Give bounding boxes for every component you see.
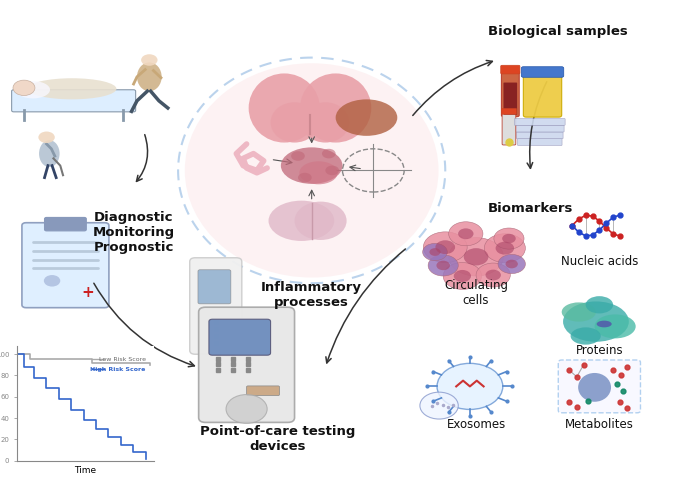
Text: Nucleic acids: Nucleic acids (561, 255, 638, 268)
Ellipse shape (27, 78, 116, 99)
Text: Exosomes: Exosomes (447, 418, 506, 432)
Circle shape (443, 263, 482, 289)
Ellipse shape (185, 63, 438, 277)
FancyBboxPatch shape (521, 67, 564, 77)
Ellipse shape (38, 132, 55, 143)
Text: Circulating
cells: Circulating cells (444, 279, 508, 307)
Circle shape (13, 80, 35, 96)
FancyBboxPatch shape (517, 139, 562, 145)
Ellipse shape (281, 147, 342, 184)
Text: +: + (82, 285, 94, 300)
FancyBboxPatch shape (209, 319, 271, 355)
Text: Biological samples: Biological samples (488, 24, 628, 38)
FancyBboxPatch shape (501, 108, 516, 114)
FancyBboxPatch shape (501, 71, 519, 117)
Ellipse shape (141, 54, 158, 66)
Circle shape (486, 270, 501, 280)
Ellipse shape (137, 62, 162, 91)
FancyBboxPatch shape (22, 223, 109, 308)
FancyBboxPatch shape (501, 65, 520, 74)
Ellipse shape (16, 81, 50, 98)
Ellipse shape (300, 73, 371, 143)
Ellipse shape (39, 140, 60, 167)
FancyBboxPatch shape (558, 360, 640, 413)
Circle shape (464, 248, 488, 265)
Text: Low Risk Score: Low Risk Score (99, 357, 146, 362)
Circle shape (476, 263, 510, 287)
Text: Biomarkers: Biomarkers (488, 202, 573, 216)
Text: Proteins: Proteins (575, 344, 623, 357)
Ellipse shape (301, 102, 349, 143)
Ellipse shape (269, 201, 334, 241)
Circle shape (423, 232, 467, 263)
Circle shape (458, 228, 473, 239)
Ellipse shape (249, 73, 320, 143)
Text: Point-of-care testing
devices: Point-of-care testing devices (200, 425, 355, 453)
Ellipse shape (44, 275, 60, 287)
FancyBboxPatch shape (190, 258, 242, 354)
Ellipse shape (291, 151, 305, 161)
FancyBboxPatch shape (199, 307, 295, 422)
Circle shape (449, 222, 483, 246)
FancyBboxPatch shape (503, 83, 517, 115)
Ellipse shape (295, 202, 347, 240)
FancyBboxPatch shape (502, 112, 516, 145)
Circle shape (436, 261, 450, 270)
Ellipse shape (586, 296, 613, 313)
Circle shape (226, 395, 267, 423)
FancyBboxPatch shape (45, 217, 86, 231)
Text: High Risk Score: High Risk Score (90, 367, 146, 372)
Circle shape (436, 240, 455, 254)
Circle shape (484, 234, 525, 263)
Circle shape (449, 238, 503, 276)
X-axis label: Time: Time (75, 467, 97, 475)
Ellipse shape (271, 102, 319, 143)
Ellipse shape (578, 373, 611, 402)
Circle shape (495, 241, 514, 254)
Ellipse shape (597, 321, 612, 327)
Ellipse shape (595, 314, 636, 338)
Circle shape (437, 363, 503, 409)
Circle shape (423, 243, 447, 261)
Ellipse shape (298, 173, 312, 182)
FancyBboxPatch shape (514, 119, 565, 125)
Ellipse shape (571, 327, 601, 345)
FancyBboxPatch shape (516, 132, 563, 139)
FancyBboxPatch shape (515, 125, 564, 132)
Ellipse shape (322, 149, 336, 158)
Ellipse shape (299, 161, 338, 184)
Circle shape (498, 254, 525, 274)
Circle shape (428, 255, 458, 276)
Ellipse shape (563, 301, 629, 342)
Circle shape (494, 228, 524, 249)
FancyBboxPatch shape (523, 72, 562, 117)
Circle shape (506, 260, 518, 268)
FancyBboxPatch shape (12, 90, 136, 112)
Ellipse shape (325, 166, 339, 175)
Ellipse shape (562, 302, 596, 322)
Circle shape (502, 234, 516, 243)
Circle shape (420, 392, 458, 419)
Ellipse shape (336, 99, 397, 136)
Text: Inflammatory
processes: Inflammatory processes (261, 281, 362, 309)
Text: Diagnostic
Monitoring
Prognostic: Diagnostic Monitoring Prognostic (92, 211, 175, 254)
FancyBboxPatch shape (198, 270, 231, 304)
Circle shape (429, 248, 440, 256)
Text: Metabolites: Metabolites (565, 418, 634, 432)
FancyBboxPatch shape (247, 386, 279, 396)
Circle shape (453, 270, 471, 282)
